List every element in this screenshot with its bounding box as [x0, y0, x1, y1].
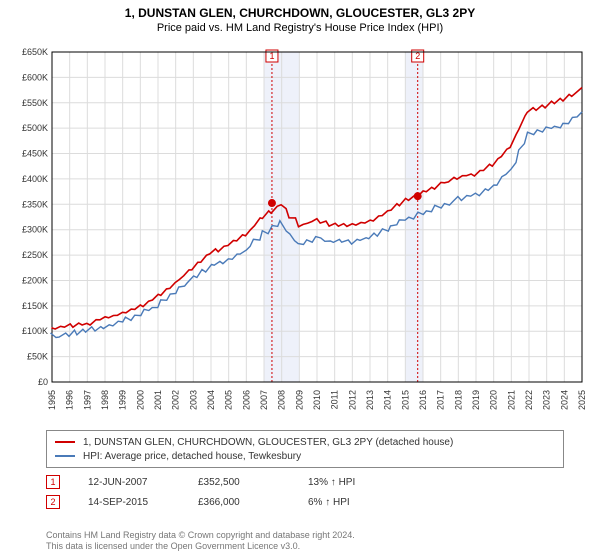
- svg-text:2021: 2021: [506, 390, 516, 410]
- svg-text:£550K: £550K: [22, 98, 48, 108]
- event-date: 12-JUN-2007: [88, 477, 198, 488]
- svg-text:2019: 2019: [471, 390, 481, 410]
- svg-text:£350K: £350K: [22, 199, 48, 209]
- svg-text:£300K: £300K: [22, 225, 48, 235]
- svg-text:2009: 2009: [294, 390, 304, 410]
- svg-text:£650K: £650K: [22, 47, 48, 57]
- svg-text:2012: 2012: [347, 390, 357, 410]
- svg-text:2018: 2018: [453, 390, 463, 410]
- svg-text:£250K: £250K: [22, 250, 48, 260]
- event-row: 2 14-SEP-2015£366,0006% ↑ HPI: [46, 492, 388, 512]
- event-number: 1: [46, 475, 60, 489]
- legend: 1, DUNSTAN GLEN, CHURCHDOWN, GLOUCESTER,…: [46, 430, 564, 468]
- chart-container: 1, DUNSTAN GLEN, CHURCHDOWN, GLOUCESTER,…: [0, 0, 600, 560]
- svg-text:2013: 2013: [365, 390, 375, 410]
- legend-label: 1, DUNSTAN GLEN, CHURCHDOWN, GLOUCESTER,…: [83, 437, 453, 448]
- chart-subtitle: Price paid vs. HM Land Registry's House …: [0, 20, 600, 34]
- svg-text:2008: 2008: [277, 390, 287, 410]
- svg-text:£200K: £200K: [22, 275, 48, 285]
- svg-text:£500K: £500K: [22, 123, 48, 133]
- svg-text:2000: 2000: [135, 390, 145, 410]
- svg-text:2023: 2023: [542, 390, 552, 410]
- svg-text:2002: 2002: [171, 390, 181, 410]
- legend-item: 1, DUNSTAN GLEN, CHURCHDOWN, GLOUCESTER,…: [55, 435, 555, 449]
- svg-text:1997: 1997: [82, 390, 92, 410]
- legend-label: HPI: Average price, detached house, Tewk…: [83, 451, 301, 462]
- svg-text:2005: 2005: [224, 390, 234, 410]
- svg-text:£0: £0: [38, 377, 48, 387]
- footnote-line: Contains HM Land Registry data © Crown c…: [46, 530, 355, 541]
- svg-text:£400K: £400K: [22, 174, 48, 184]
- svg-text:2022: 2022: [524, 390, 534, 410]
- svg-text:£50K: £50K: [27, 352, 48, 362]
- svg-text:£150K: £150K: [22, 301, 48, 311]
- svg-text:£450K: £450K: [22, 149, 48, 159]
- event-delta: 6% ↑ HPI: [308, 497, 388, 508]
- svg-text:2010: 2010: [312, 390, 322, 410]
- footnote-line: This data is licensed under the Open Gov…: [46, 541, 355, 552]
- svg-text:1999: 1999: [118, 390, 128, 410]
- svg-text:2016: 2016: [418, 390, 428, 410]
- event-date: 14-SEP-2015: [88, 497, 198, 508]
- event-price: £352,500: [198, 477, 308, 488]
- svg-text:2011: 2011: [330, 390, 340, 409]
- svg-text:1998: 1998: [100, 390, 110, 410]
- event-delta: 13% ↑ HPI: [308, 477, 388, 488]
- legend-swatch: [55, 441, 75, 443]
- svg-text:2025: 2025: [577, 390, 587, 410]
- legend-item: HPI: Average price, detached house, Tewk…: [55, 449, 555, 463]
- svg-text:1996: 1996: [65, 390, 75, 410]
- event-row: 1 12-JUN-2007£352,50013% ↑ HPI: [46, 472, 388, 492]
- svg-text:2015: 2015: [400, 390, 410, 410]
- svg-text:1995: 1995: [47, 390, 57, 410]
- chart-title: 1, DUNSTAN GLEN, CHURCHDOWN, GLOUCESTER,…: [0, 0, 600, 20]
- event-price: £366,000: [198, 497, 308, 508]
- svg-text:2024: 2024: [559, 390, 569, 410]
- svg-text:2007: 2007: [259, 390, 269, 410]
- svg-text:2020: 2020: [489, 390, 499, 410]
- footnote: Contains HM Land Registry data © Crown c…: [46, 530, 355, 552]
- svg-text:2004: 2004: [206, 390, 216, 410]
- svg-text:£600K: £600K: [22, 72, 48, 82]
- legend-swatch: [55, 455, 75, 457]
- event-table: 1 12-JUN-2007£352,50013% ↑ HPI 2 14-SEP-201…: [46, 472, 388, 512]
- svg-text:2003: 2003: [188, 390, 198, 410]
- svg-text:2017: 2017: [436, 390, 446, 410]
- line-chart: £0 £50K £100K £150K £200K £250K £300K £350K £400…: [8, 44, 592, 424]
- event-number: 2: [46, 495, 60, 509]
- svg-text:2006: 2006: [241, 390, 251, 410]
- svg-text:2001: 2001: [153, 390, 163, 410]
- svg-text:£100K: £100K: [22, 326, 48, 336]
- svg-text:2014: 2014: [383, 390, 393, 410]
